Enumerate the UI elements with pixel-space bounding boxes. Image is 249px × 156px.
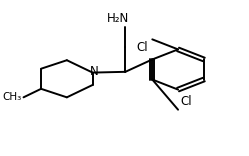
- Text: CH₃: CH₃: [2, 92, 21, 102]
- Text: Cl: Cl: [181, 95, 192, 108]
- Text: H₂N: H₂N: [107, 12, 129, 25]
- Text: N: N: [89, 65, 98, 78]
- Text: Cl: Cl: [136, 41, 148, 54]
